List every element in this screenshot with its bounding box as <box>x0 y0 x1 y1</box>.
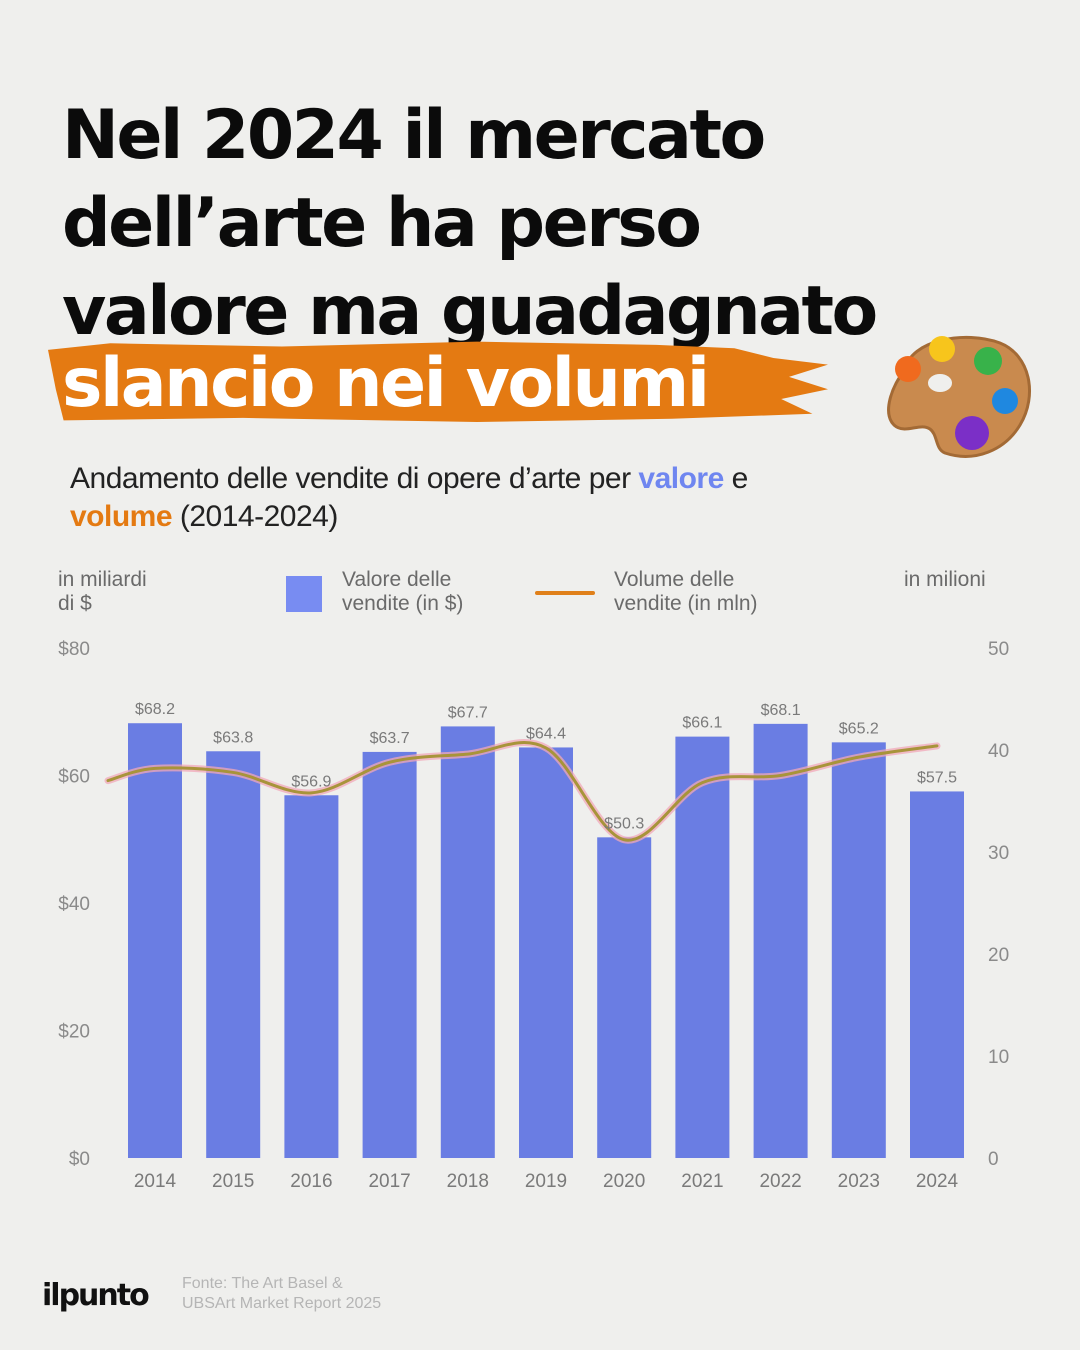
y-right-tick-label: 10 <box>988 1047 1009 1068</box>
bar-value-label: $67.7 <box>448 704 488 721</box>
legend-line-label: Volume delle vendite (in mln) <box>614 568 758 615</box>
legend-bar-swatch <box>286 576 322 612</box>
x-tick-label: 2019 <box>525 1171 567 1192</box>
left-axis-unit: in miliardi di $ <box>58 568 147 615</box>
highlight-brushstroke <box>48 341 828 422</box>
y-right-tick-label: 50 <box>988 639 1009 660</box>
volume-line <box>106 741 939 842</box>
paint-blob-yellow <box>929 336 955 362</box>
x-tick-label: 2020 <box>603 1171 645 1192</box>
right-axis-unit: in milioni <box>904 568 986 591</box>
bar-value-label: $63.7 <box>370 730 410 747</box>
bar-2020 <box>597 837 652 1158</box>
bar-value-label: $65.2 <box>839 720 879 737</box>
bar-2023 <box>831 742 886 1158</box>
source-note: Fonte: The Art Basel & UBSArt Market Rep… <box>182 1275 382 1312</box>
y-right-tick-label: 40 <box>988 741 1009 762</box>
x-tick-label: 2017 <box>368 1171 410 1192</box>
y-right-tick-label: 30 <box>988 843 1009 864</box>
y-left-tick-label: $20 <box>58 1022 90 1043</box>
subtitle-keyword-volume: volume <box>70 500 173 533</box>
bar-2014 <box>128 723 182 1158</box>
paint-blob-green <box>974 347 1002 375</box>
legend-bar-label: Valore delle vendite (in $) <box>342 568 464 615</box>
bar-2017 <box>362 751 417 1158</box>
x-tick-label: 2014 <box>134 1171 177 1192</box>
headline-highlight: slancio nei volumi <box>62 344 710 423</box>
x-tick-label: 2016 <box>290 1171 332 1192</box>
bar-2016 <box>284 795 339 1158</box>
x-tick-label: 2023 <box>838 1171 880 1192</box>
chart-subtitle: Andamento delle vendite di opere d’arte … <box>70 460 970 536</box>
palette-hole <box>928 374 952 392</box>
y-right-tick-label: 0 <box>988 1149 999 1170</box>
headline: Nel 2024 il mercato dell’arte ha perso v… <box>62 96 878 351</box>
bar-2019 <box>519 747 573 1158</box>
y-right-tick-label: 20 <box>988 945 1009 966</box>
x-tick-label: 2015 <box>212 1171 254 1192</box>
bar-value-label: $66.1 <box>682 715 722 732</box>
subtitle-keyword-valore: valore <box>638 462 724 495</box>
bar-value-label: $63.8 <box>213 729 253 746</box>
paint-blob-orange <box>895 356 921 382</box>
x-tick-label: 2022 <box>759 1171 801 1192</box>
bar-value-label: $50.3 <box>604 815 644 832</box>
bar-value-label: $68.2 <box>135 701 175 718</box>
chart: $0 $20 $40 $60 $80 0 10 20 30 40 50 $68.2 $63.8 $56.9… <box>58 639 1009 1192</box>
x-tick-label: 2024 <box>916 1171 959 1192</box>
y-left-tick-label: $0 <box>69 1149 90 1170</box>
y-left-tick-label: $60 <box>58 767 90 788</box>
bar-2015 <box>206 751 261 1158</box>
bar-value-label: $57.5 <box>917 769 957 786</box>
bar-value-label: $68.1 <box>761 702 801 719</box>
bar-2024 <box>910 791 964 1158</box>
subtitle-prefix: Andamento delle vendite di opere d’arte … <box>70 462 639 495</box>
subtitle-suffix: (2014-2024) <box>172 500 338 533</box>
x-tick-label: 2021 <box>681 1171 723 1192</box>
subtitle-middle: e <box>723 462 749 495</box>
bar-2021 <box>675 736 730 1158</box>
y-left-tick-label: $80 <box>58 639 90 660</box>
bar-2018 <box>440 726 495 1158</box>
paint-blob-purple <box>955 416 989 450</box>
bar-2022 <box>753 723 808 1158</box>
paint-palette-icon <box>887 336 1032 458</box>
y-left-tick-label: $40 <box>58 894 90 915</box>
legend-line-swatch <box>535 591 595 595</box>
x-tick-label: 2018 <box>447 1171 489 1192</box>
brand-logo: ilpunto <box>42 1278 150 1313</box>
paint-blob-blue <box>992 388 1018 414</box>
bar-value-label: $56.9 <box>291 773 331 790</box>
bar-value-label: $64.4 <box>526 725 566 742</box>
